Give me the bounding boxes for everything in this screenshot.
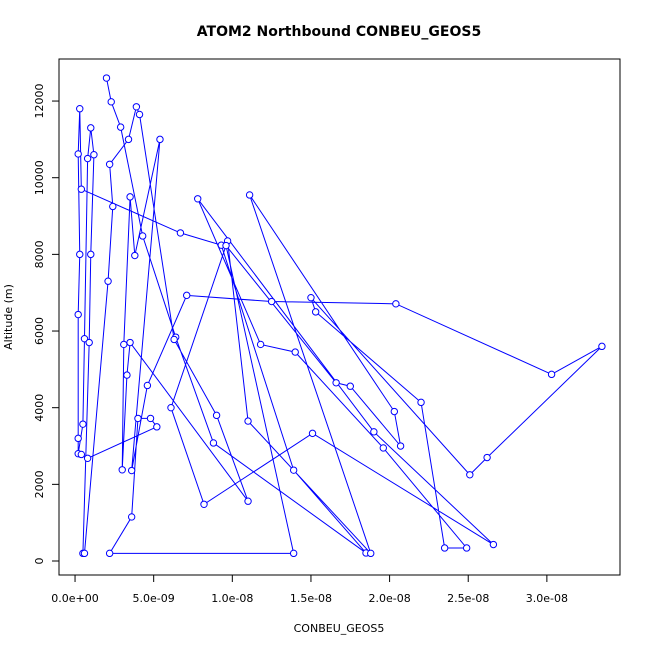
data-point [105, 160, 114, 168]
data-point [132, 103, 141, 111]
data-point [109, 202, 117, 211]
x-tick-label: 1.0e-08 [211, 592, 253, 605]
x-tick-label: 1.5e-08 [290, 592, 332, 605]
data-point [200, 500, 208, 508]
data-point [76, 105, 84, 113]
data-point [74, 310, 82, 319]
data-point [212, 411, 221, 420]
data-point [146, 414, 155, 423]
data-point [104, 277, 112, 285]
data-point [138, 232, 147, 240]
x-tick-label: 0.0e+00 [51, 592, 98, 605]
data-point [291, 348, 299, 356]
data-point [167, 403, 175, 412]
data-point [74, 434, 82, 443]
data-point [127, 466, 136, 475]
data-point [392, 300, 400, 308]
data-point [135, 110, 144, 119]
data-point [307, 293, 315, 302]
data-point [489, 540, 498, 549]
data-point [156, 135, 164, 144]
y-tick-label: 2000 [33, 470, 46, 498]
data-point [176, 229, 185, 237]
data-point [547, 370, 556, 379]
data-point [466, 471, 474, 479]
data-point [143, 381, 152, 390]
data-point [222, 241, 230, 250]
data-point [367, 549, 375, 558]
x-tick-label: 2.0e-08 [368, 592, 410, 605]
data-point [126, 193, 134, 201]
data-point [126, 338, 134, 347]
data-point [118, 466, 126, 474]
data-point [244, 417, 252, 425]
data-point [77, 450, 86, 459]
data-point [124, 135, 133, 144]
data-point [483, 453, 491, 462]
data-point [598, 342, 606, 351]
series-line [77, 77, 603, 554]
data-point [267, 297, 276, 306]
data-point [85, 338, 93, 347]
y-tick-label: 10000 [33, 160, 46, 195]
data-point [105, 549, 114, 558]
data-point [79, 420, 87, 428]
y-tick-label: 6000 [33, 317, 46, 345]
data-point [244, 497, 252, 505]
data-point [245, 191, 254, 199]
data-point [87, 250, 95, 259]
data-point [289, 549, 298, 558]
data-point [83, 154, 92, 163]
y-axis-label: Altitude (m) [2, 284, 15, 350]
data-point [87, 124, 95, 132]
data-point [123, 371, 131, 379]
data-point [116, 123, 125, 131]
chart-title: ATOM2 Northbound CONBEU_GEOS5 [197, 24, 481, 40]
y-tick-label: 4000 [33, 394, 46, 422]
data-point [134, 414, 142, 423]
data-point [107, 98, 115, 106]
data-point [102, 74, 111, 82]
data-point [379, 444, 388, 452]
data-point [396, 442, 405, 450]
data-point [440, 544, 449, 552]
data-point [77, 185, 86, 193]
data-point [120, 340, 128, 349]
data-point [80, 334, 89, 343]
x-tick-label: 5.0e-09 [133, 592, 175, 605]
x-tick-label: 2.5e-08 [447, 592, 489, 605]
data-point [90, 151, 98, 159]
data-point [170, 335, 178, 344]
y-tick-label: 0 [33, 558, 46, 565]
data-point [289, 466, 298, 474]
data-point [76, 250, 84, 259]
data-point [183, 291, 191, 300]
data-point [308, 429, 317, 438]
data-point [153, 423, 161, 431]
y-tick-label: 12000 [33, 84, 46, 119]
data-point [417, 398, 425, 407]
data-point [127, 513, 136, 521]
x-tick-label: 3.0e-08 [526, 592, 568, 605]
data-point [462, 544, 471, 552]
data-point [256, 340, 265, 349]
data-point [332, 379, 340, 387]
data-point [74, 150, 82, 158]
data-point [390, 407, 399, 416]
data-point [311, 308, 320, 316]
x-axis-label: CONBEU_GEOS5 [294, 622, 385, 635]
data-point [131, 251, 139, 260]
data-point [346, 382, 354, 390]
data-point [83, 454, 92, 462]
data-point [80, 549, 89, 558]
data-point [194, 195, 202, 203]
y-tick-label: 8000 [33, 240, 46, 268]
data-point [209, 439, 218, 447]
data-point [370, 428, 378, 436]
